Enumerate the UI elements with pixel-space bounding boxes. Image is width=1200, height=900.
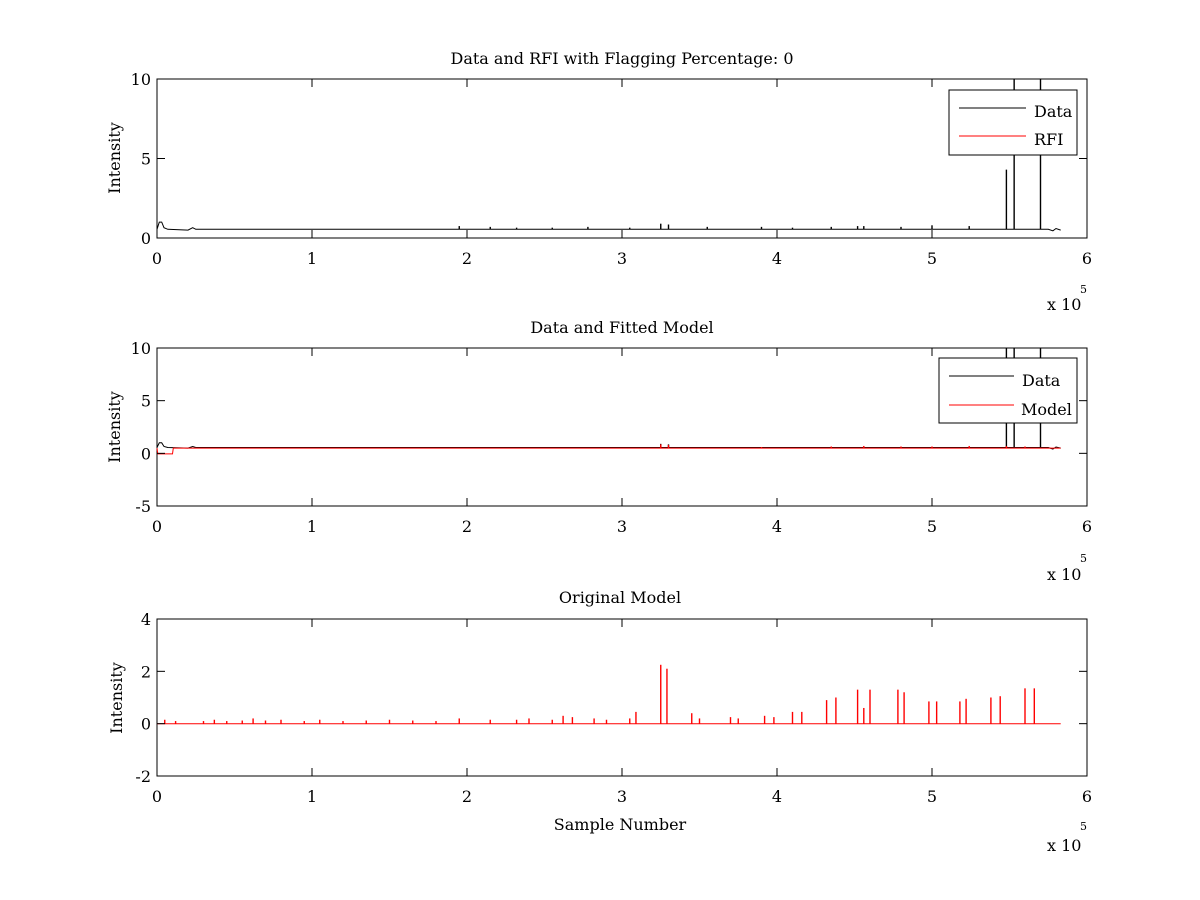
x-tick-label: 0 <box>152 249 162 268</box>
x-tick-label: 5 <box>927 787 937 806</box>
legend-label-model-2: Model <box>1021 400 1072 419</box>
y-tick-label: 5 <box>141 150 151 169</box>
x-tick-label: 3 <box>617 249 627 268</box>
y-tick-label: 0 <box>141 715 151 734</box>
y-tick-label: 0 <box>141 444 151 463</box>
x-tick-label: 3 <box>617 787 627 806</box>
chart-title-3: Original Model <box>559 588 681 607</box>
legend-label-data-1: Data <box>1034 102 1073 121</box>
axes-2 <box>156 347 1088 507</box>
x-tick-label: 6 <box>1082 517 1092 536</box>
x-tick-label: 2 <box>462 249 472 268</box>
x-tick-label: 1 <box>307 517 317 536</box>
series-line-model <box>156 447 1061 455</box>
x-tick-label: 4 <box>772 517 782 536</box>
y-tick-label: 4 <box>141 610 151 629</box>
x-tick-label: 4 <box>772 249 782 268</box>
legend-label-data-2: Data <box>1022 371 1061 390</box>
x-tick-label: 2 <box>462 517 472 536</box>
plot-area-3 <box>157 664 1061 725</box>
x-tick-label: 4 <box>772 787 782 806</box>
axes-1 <box>156 78 1088 239</box>
x-tick-label: 1 <box>307 787 317 806</box>
y-tick-label: 2 <box>141 662 151 681</box>
x-tick-label: 0 <box>152 787 162 806</box>
series-line-data <box>156 442 1061 450</box>
x-axis-label-3: Sample Number <box>554 815 687 834</box>
y-tick-label: -5 <box>135 497 151 516</box>
x-multiplier-exponent-1: 5 <box>1080 283 1087 296</box>
x-multiplier-base-2: x 10 <box>1047 565 1081 584</box>
x-ticks-1: 0 1 2 3 4 5 6 <box>152 79 1092 268</box>
y-tick-label: 10 <box>131 70 151 89</box>
y-axis-label-1: Intensity <box>105 122 124 194</box>
x-multiplier-exponent-2: 5 <box>1080 552 1087 565</box>
y-tick-label: 0 <box>141 229 151 248</box>
x-tick-label: 6 <box>1082 787 1092 806</box>
legend-2: Data Model <box>938 357 1078 424</box>
series-line-data <box>156 221 1061 232</box>
chart-title-1: Data and RFI with Flagging Percentage: 0 <box>450 49 793 68</box>
legend-1: Data RFI <box>948 89 1078 156</box>
x-tick-label: 1 <box>307 249 317 268</box>
y-tick-label: 10 <box>131 339 151 358</box>
legend-box-1 <box>948 89 1078 156</box>
x-ticks-3: 0 1 2 3 4 5 6 <box>152 619 1092 806</box>
x-ticks-2: 0 1 2 3 4 5 6 <box>152 348 1092 536</box>
y-ticks-1: 0 5 10 <box>131 70 1087 248</box>
y-tick-label: 5 <box>141 392 151 411</box>
legend-box-2 <box>938 357 1078 424</box>
y-tick-label: -2 <box>135 767 151 786</box>
x-tick-label: 6 <box>1082 249 1092 268</box>
x-tick-label: 5 <box>927 517 937 536</box>
x-tick-label: 3 <box>617 517 627 536</box>
x-tick-label: 0 <box>152 517 162 536</box>
x-tick-label: 2 <box>462 787 472 806</box>
chart-title-2: Data and Fitted Model <box>530 318 713 337</box>
axes-3 <box>156 618 1088 777</box>
x-multiplier-base-3: x 10 <box>1047 836 1081 855</box>
y-axis-label-3: Intensity <box>107 662 126 734</box>
x-multiplier-base-1: x 10 <box>1047 295 1081 314</box>
y-ticks-3: -2 0 2 4 <box>135 610 1087 786</box>
y-ticks-2: -5 0 5 10 <box>131 339 1087 516</box>
y-axis-label-2: Intensity <box>105 391 124 463</box>
x-tick-label: 5 <box>927 249 937 268</box>
subplot-1: Data and RFI with Flagging Percentage: 0… <box>105 49 1092 314</box>
x-multiplier-exponent-3: 5 <box>1080 820 1087 833</box>
legend-label-rfi-1: RFI <box>1034 130 1063 149</box>
